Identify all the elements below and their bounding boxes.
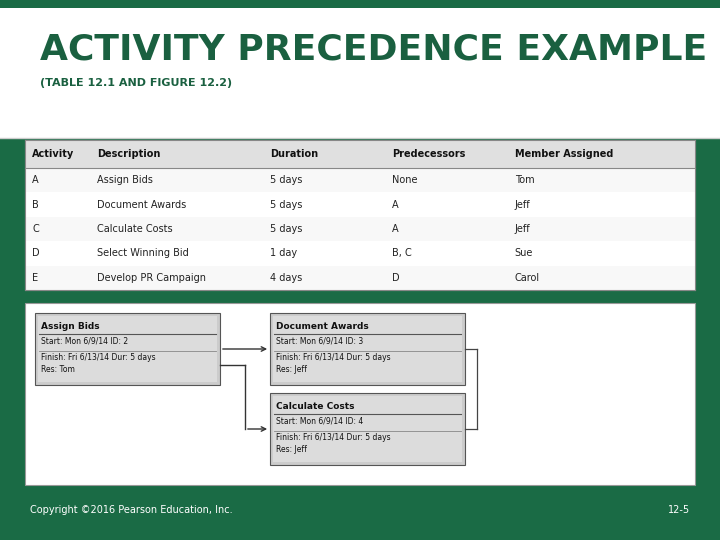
Text: Sue: Sue bbox=[515, 248, 534, 259]
Bar bbox=[270, 393, 465, 465]
Bar bbox=[25, 266, 695, 290]
Bar bbox=[35, 313, 220, 385]
Text: Calculate Costs: Calculate Costs bbox=[97, 224, 173, 234]
Text: Document Awards: Document Awards bbox=[276, 322, 369, 331]
Text: Finish: Fri 6/13/14 Dur: 5 days: Finish: Fri 6/13/14 Dur: 5 days bbox=[276, 433, 391, 442]
Text: Start: Mon 6/9/14 ID: 3: Start: Mon 6/9/14 ID: 3 bbox=[276, 336, 364, 345]
Text: ACTIVITY PRECEDENCE EXAMPLE: ACTIVITY PRECEDENCE EXAMPLE bbox=[40, 33, 707, 67]
Text: Assign Bids: Assign Bids bbox=[41, 322, 99, 331]
Text: 5 days: 5 days bbox=[270, 224, 302, 234]
Text: Activity: Activity bbox=[32, 149, 75, 159]
Text: 5 days: 5 days bbox=[270, 175, 302, 185]
Text: Select Winning Bid: Select Winning Bid bbox=[97, 248, 189, 259]
Text: 4 days: 4 days bbox=[270, 273, 302, 283]
Text: 12-5: 12-5 bbox=[668, 505, 690, 515]
Bar bbox=[0, 8, 720, 138]
Bar bbox=[273, 396, 462, 462]
Text: Jeff: Jeff bbox=[515, 224, 531, 234]
Text: Carol: Carol bbox=[515, 273, 540, 283]
Text: A: A bbox=[32, 175, 39, 185]
Text: Start: Mon 6/9/14 ID: 4: Start: Mon 6/9/14 ID: 4 bbox=[276, 416, 364, 425]
Text: Description: Description bbox=[97, 149, 161, 159]
Text: E: E bbox=[32, 273, 39, 283]
Text: B, C: B, C bbox=[392, 248, 412, 259]
Bar bbox=[273, 316, 462, 382]
Bar bbox=[25, 168, 695, 192]
Bar bbox=[25, 140, 695, 168]
Text: Predecessors: Predecessors bbox=[392, 149, 466, 159]
Bar bbox=[270, 313, 465, 385]
Text: C: C bbox=[32, 224, 39, 234]
Text: Res: Jeff: Res: Jeff bbox=[276, 365, 307, 374]
Bar bbox=[38, 316, 217, 382]
Text: B: B bbox=[32, 200, 39, 210]
Bar bbox=[25, 140, 695, 290]
Text: Finish: Fri 6/13/14 Dur: 5 days: Finish: Fri 6/13/14 Dur: 5 days bbox=[41, 353, 156, 362]
Bar bbox=[25, 217, 695, 241]
Text: Finish: Fri 6/13/14 Dur: 5 days: Finish: Fri 6/13/14 Dur: 5 days bbox=[276, 353, 391, 362]
Text: Member Assigned: Member Assigned bbox=[515, 149, 613, 159]
Text: Copyright ©2016 Pearson Education, Inc.: Copyright ©2016 Pearson Education, Inc. bbox=[30, 505, 233, 515]
Text: A: A bbox=[392, 224, 399, 234]
Text: Res: Jeff: Res: Jeff bbox=[276, 445, 307, 454]
Text: 1 day: 1 day bbox=[270, 248, 297, 259]
Text: (TABLE 12.1 AND FIGURE 12.2): (TABLE 12.1 AND FIGURE 12.2) bbox=[40, 78, 232, 88]
Text: D: D bbox=[392, 273, 400, 283]
Text: Calculate Costs: Calculate Costs bbox=[276, 402, 354, 411]
Text: Develop PR Campaign: Develop PR Campaign bbox=[97, 273, 206, 283]
Text: Res: Tom: Res: Tom bbox=[41, 365, 75, 374]
Text: Jeff: Jeff bbox=[515, 200, 531, 210]
Text: Document Awards: Document Awards bbox=[97, 200, 186, 210]
Text: Duration: Duration bbox=[270, 149, 318, 159]
Text: 5 days: 5 days bbox=[270, 200, 302, 210]
Bar bbox=[25, 303, 695, 485]
Text: Tom: Tom bbox=[515, 175, 534, 185]
Text: Start: Mon 6/9/14 ID: 2: Start: Mon 6/9/14 ID: 2 bbox=[41, 336, 128, 345]
Bar bbox=[25, 192, 695, 217]
Text: Assign Bids: Assign Bids bbox=[97, 175, 153, 185]
Text: A: A bbox=[392, 200, 399, 210]
Bar bbox=[0, 0, 720, 8]
Bar bbox=[25, 241, 695, 266]
Text: None: None bbox=[392, 175, 418, 185]
Text: D: D bbox=[32, 248, 40, 259]
